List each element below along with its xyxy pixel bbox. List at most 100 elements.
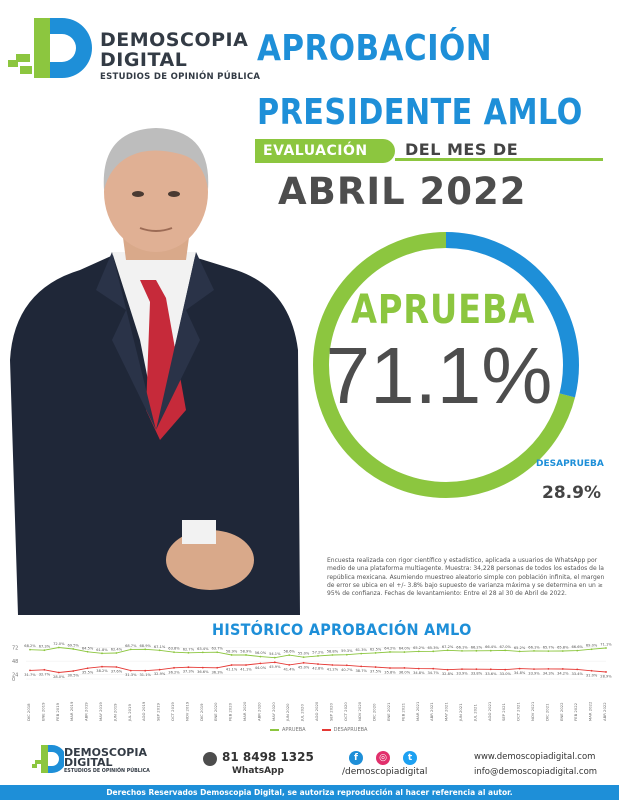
- historic-chart-title: HISTÓRICO APROBACIÓN AMLO: [212, 620, 472, 639]
- y-tick-label: 0: [12, 677, 15, 683]
- data-point: [173, 651, 175, 654]
- x-tick-label: MAY 2020: [271, 702, 276, 721]
- data-point: [389, 651, 391, 653]
- data-label: 33.9%: [456, 672, 468, 676]
- data-label: 28.9%: [600, 674, 612, 678]
- footer-brand-line1: DEMOSCOPIA: [64, 746, 147, 759]
- data-label: 30.5%: [67, 674, 79, 678]
- data-point: [475, 668, 478, 671]
- data-label: 36.2%: [168, 670, 180, 674]
- data-point: [29, 669, 31, 672]
- data-label: 63.8%: [168, 647, 180, 651]
- data-point: [158, 668, 161, 671]
- data-label: 45.9%: [269, 665, 281, 669]
- data-point: [57, 671, 60, 674]
- title-line2: PRESIDENTE AMLO: [257, 92, 583, 133]
- x-tick-label: DIC 2019: [199, 703, 204, 721]
- data-label: 58.6%: [283, 650, 295, 654]
- data-point: [288, 654, 291, 657]
- data-label: 62.4%: [111, 647, 123, 651]
- data-point: [72, 648, 75, 650]
- brand-line1: DEMOSCOPIA: [100, 29, 249, 51]
- website-link[interactable]: www.demoscopiadigital.com: [474, 752, 596, 762]
- data-point: [374, 652, 377, 654]
- data-point: [518, 650, 521, 653]
- data-label: 66.1%: [528, 645, 540, 649]
- data-point: [144, 669, 147, 672]
- data-label: 38.7%: [355, 669, 367, 673]
- del-mes-label: DEL MES DE: [405, 140, 519, 159]
- data-point: [547, 667, 550, 670]
- data-point: [86, 667, 89, 670]
- x-tick-label: AGO 2020: [314, 701, 319, 721]
- data-point: [605, 671, 607, 673]
- desaprueba-label: DESAPRUEBA: [536, 459, 604, 469]
- data-label: 34.7%: [427, 671, 439, 675]
- social-handle[interactable]: /demoscopiadigital: [342, 767, 428, 777]
- data-point: [417, 650, 420, 653]
- x-tick-label: SEP 2021: [501, 702, 506, 721]
- data-label: 64.2%: [384, 646, 396, 650]
- data-label: 37.6%: [111, 670, 123, 674]
- instagram-icon[interactable]: ◎: [376, 751, 390, 765]
- x-tick-label: MAR 2022: [588, 701, 593, 721]
- data-point: [345, 664, 348, 667]
- data-point: [331, 654, 334, 656]
- data-label: 68.9%: [139, 644, 151, 648]
- data-point: [201, 651, 204, 654]
- data-label: 55.0%: [298, 652, 310, 656]
- x-tick-label: ENE 2021: [386, 702, 391, 721]
- data-label: 54.1%: [269, 652, 281, 656]
- x-tick-label: JUL 2020: [300, 704, 305, 722]
- data-label: 71.1%: [600, 643, 612, 647]
- desaprueba-value: 28.9%: [542, 483, 601, 503]
- data-label: 58.9%: [226, 649, 238, 653]
- data-label: 42.8%: [312, 667, 324, 671]
- x-tick-label: MAR 2021: [415, 701, 420, 721]
- data-label: 41.4%: [283, 667, 295, 671]
- email-link[interactable]: info@demoscopiadigital.com: [474, 767, 598, 777]
- data-point: [576, 668, 579, 671]
- social-icons: f ◎ t: [349, 751, 417, 765]
- x-tick-label: SEP 2020: [328, 702, 333, 721]
- whatsapp-number[interactable]: 81 8498 1325: [222, 750, 314, 764]
- whatsapp-icon[interactable]: [203, 752, 217, 766]
- facebook-icon[interactable]: f: [349, 751, 363, 765]
- x-tick-label: FEB 2021: [400, 702, 405, 721]
- x-tick-label: ENE 2022: [559, 702, 564, 721]
- legend-aprueba: APRUEBA: [270, 727, 306, 733]
- data-point: [547, 650, 550, 653]
- chart-legend: APRUEBA DESAPRUEBA: [270, 727, 367, 733]
- x-tick-label: SEP 2019: [156, 702, 161, 721]
- data-point: [360, 652, 363, 655]
- data-point: [489, 649, 492, 652]
- brand-text: DEMOSCOPIA DIGITAL ESTUDIOS DE OPINIÓN P…: [100, 30, 260, 82]
- data-label: 61.8%: [96, 648, 108, 652]
- data-point: [446, 668, 449, 671]
- data-label: 34.2%: [557, 671, 569, 675]
- data-point: [259, 662, 262, 665]
- data-label: 44.0%: [255, 666, 267, 670]
- data-point: [590, 648, 593, 651]
- footer-logo-mark: [32, 745, 64, 773]
- data-point: [576, 649, 579, 652]
- data-point: [561, 668, 564, 670]
- data-point: [101, 652, 103, 655]
- x-tick-label: DIC 2018: [26, 703, 31, 721]
- twitter-icon[interactable]: t: [403, 751, 417, 765]
- brand-line2: DIGITAL: [100, 49, 188, 71]
- data-point: [590, 669, 593, 672]
- x-tick-label: AGO 2021: [487, 701, 492, 721]
- data-label: 62.5%: [370, 647, 382, 651]
- data-label: 65.2%: [413, 646, 425, 650]
- data-point: [173, 666, 175, 669]
- data-label: 69.5%: [67, 643, 79, 647]
- data-point: [331, 664, 334, 666]
- data-point: [72, 670, 75, 672]
- data-point: [86, 650, 89, 653]
- data-point: [158, 649, 161, 652]
- data-point: [302, 661, 305, 664]
- footer-brand-line2: DIGITAL: [64, 756, 113, 769]
- data-point: [317, 663, 319, 665]
- x-tick-label: ENE 2020: [213, 702, 218, 721]
